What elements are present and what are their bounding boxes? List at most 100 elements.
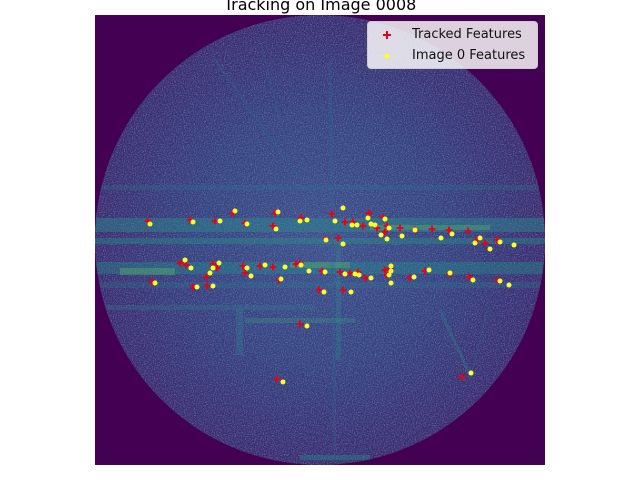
tracked-feature-marker <box>296 320 304 328</box>
tracked-feature-marker <box>202 273 210 281</box>
image0-feature-marker <box>244 221 250 227</box>
image0-feature-marker <box>262 262 268 268</box>
tracked-feature-marker <box>292 260 300 268</box>
image0-feature-marker <box>273 226 279 232</box>
tracked-feature-marker <box>339 286 347 294</box>
tracked-feature-marker <box>445 226 453 234</box>
image0-feature-marker <box>388 268 394 274</box>
image0-feature-marker <box>388 263 394 269</box>
image0-feature-marker <box>368 275 374 281</box>
image0-feature-marker <box>447 270 453 276</box>
image0-feature-marker <box>449 231 455 237</box>
image0-feature-marker <box>152 280 158 286</box>
tracked-feature-marker <box>203 282 211 290</box>
image0-feature-marker <box>278 276 284 282</box>
image0-feature-marker <box>470 277 476 283</box>
image0-feature-marker <box>386 225 392 231</box>
legend-label-tracked: Tracked Features <box>412 27 522 42</box>
image0-features-series <box>147 205 517 385</box>
tracked-feature-marker <box>336 268 344 276</box>
tracked-feature-marker <box>176 259 184 267</box>
image0-feature-marker <box>468 370 474 376</box>
image0-feature-marker <box>384 236 390 242</box>
image0-feature-marker <box>349 222 355 228</box>
image0-feature-marker <box>487 246 493 252</box>
tracked-feature-marker <box>359 222 367 230</box>
image0-feature-marker <box>323 237 329 243</box>
tracked-feature-marker <box>256 262 264 270</box>
image0-feature-marker <box>477 235 483 241</box>
image0-feature-marker <box>304 217 310 223</box>
tracked-feature-marker <box>269 263 277 271</box>
image0-feature-marker <box>275 209 281 215</box>
image0-feature-marker <box>356 272 362 278</box>
image0-feature-marker <box>511 242 517 248</box>
image0-feature-marker <box>497 278 503 284</box>
tracked-feature-marker <box>269 222 277 230</box>
image0-feature-marker <box>182 257 188 263</box>
image0-feature-marker <box>304 323 310 329</box>
image0-feature-marker <box>297 218 303 224</box>
sonar-returns <box>95 39 545 460</box>
image0-feature-marker <box>147 221 153 227</box>
image0-feature-marker <box>280 379 286 385</box>
tracked-feature-marker <box>315 286 323 294</box>
image0-feature-marker <box>354 222 360 228</box>
image0-feature-marker <box>378 232 384 238</box>
tracked-feature-marker <box>241 269 249 277</box>
image0-feature-marker <box>365 215 371 221</box>
tracked-feature-marker <box>481 239 489 247</box>
image0-feature-marker <box>388 280 394 286</box>
dot-marker-icon <box>384 53 390 59</box>
image0-feature-marker <box>412 227 418 233</box>
image0-feature-marker <box>232 208 238 214</box>
image0-feature-marker <box>190 219 196 225</box>
tracked-feature-marker <box>239 262 247 270</box>
tracked-feature-marker <box>381 228 389 236</box>
image0-feature-marker <box>472 240 478 246</box>
image0-feature-marker <box>321 289 327 295</box>
image0-feature-marker <box>207 270 213 276</box>
image0-feature-marker <box>348 289 354 295</box>
image0-feature-marker <box>217 218 223 224</box>
legend: Tracked Features Image 0 Features <box>367 21 538 69</box>
tracked-feature-marker <box>361 274 369 282</box>
tracked-features-series <box>144 209 502 383</box>
image0-feature-marker <box>386 272 392 278</box>
tracked-feature-marker <box>328 210 336 218</box>
tracked-feature-marker <box>211 217 219 225</box>
sonar-speckle <box>95 15 545 465</box>
image0-feature-marker <box>352 271 358 277</box>
image0-feature-marker <box>399 233 405 239</box>
plus-marker-icon <box>383 31 391 39</box>
tracked-feature-marker <box>334 234 342 242</box>
image0-feature-marker <box>426 267 432 273</box>
tracked-feature-marker <box>341 218 349 226</box>
legend-item-tracked: Tracked Features <box>368 25 539 45</box>
image0-feature-marker <box>216 260 222 266</box>
image0-feature-marker <box>322 269 328 275</box>
tracked-feature-marker <box>396 224 404 232</box>
image0-feature-marker <box>248 273 254 279</box>
image0-feature-marker <box>194 284 200 290</box>
image0-feature-marker <box>306 268 312 274</box>
tracked-feature-marker <box>365 209 373 217</box>
tracked-feature-marker <box>273 375 281 383</box>
image0-feature-marker <box>438 235 444 241</box>
image0-feature-marker <box>210 283 216 289</box>
image0-feature-marker <box>340 241 346 247</box>
legend-label-image0: Image 0 Features <box>412 48 526 63</box>
image0-feature-marker <box>368 221 374 227</box>
image0-feature-marker <box>332 218 338 224</box>
plot-title: Tracking on Image 0008 <box>223 0 417 14</box>
image0-feature-marker <box>506 282 512 288</box>
image0-feature-marker <box>342 271 348 277</box>
image0-feature-marker <box>372 222 378 228</box>
tracked-feature-marker <box>458 373 466 381</box>
tracked-feature-marker <box>182 261 190 269</box>
image0-feature-marker <box>411 274 417 280</box>
image0-feature-marker <box>244 265 250 271</box>
image0-feature-marker <box>298 262 304 268</box>
tracked-feature-marker <box>346 269 354 277</box>
